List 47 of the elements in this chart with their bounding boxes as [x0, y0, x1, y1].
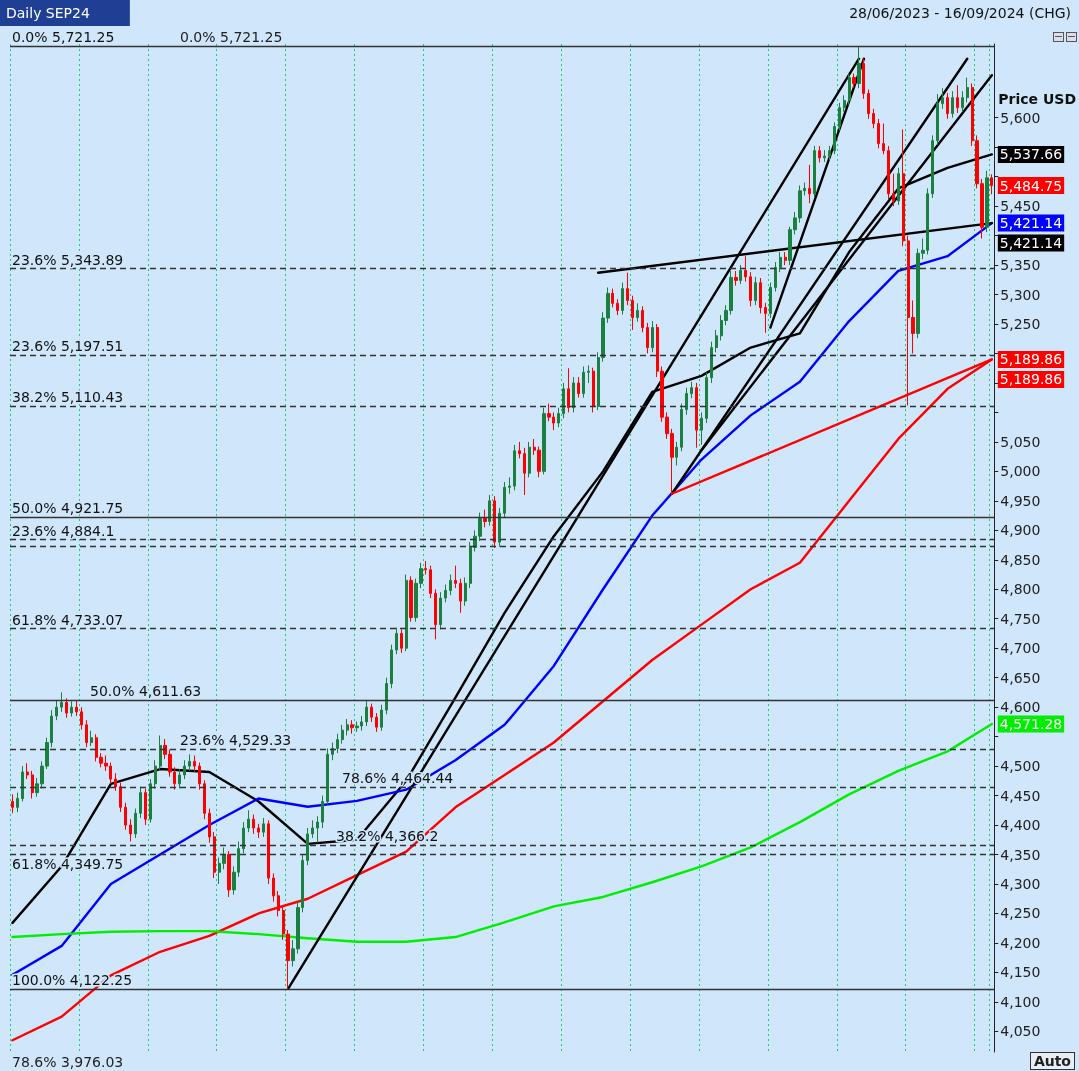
y-tick-label: 4,950 [1000, 492, 1041, 509]
ref-line-label: 0.0% 5,721.25 [12, 29, 115, 46]
y-tick-label: 4,350 [1000, 846, 1041, 863]
chart-subtitle: 28/06/2023 - 16/09/2024 (CHG) [849, 5, 1072, 21]
y-tick-label: 5,600 [1000, 109, 1041, 126]
ref-line-label: 50.0% 4,611.63 [90, 683, 202, 700]
chart-title: Daily SEP24 [6, 5, 90, 21]
ref-line-label: 38.2% 5,110.43 [12, 389, 124, 406]
y-tick-label: 4,900 [1000, 522, 1041, 539]
y-tick-label: 4,850 [1000, 551, 1041, 568]
y-tick-label: 4,700 [1000, 640, 1041, 657]
y-tick-label: 5,250 [1000, 316, 1041, 332]
y-tick-label: 4,250 [1000, 905, 1041, 922]
y-tick-label: 5,350 [1000, 257, 1041, 274]
y-tick-label: 4,650 [1000, 669, 1041, 686]
y-tick-label: 5,000 [1000, 463, 1041, 480]
ref-line-label: 23.6% 5,343.89 [12, 251, 124, 268]
y-tick-label: 5,300 [1000, 286, 1041, 303]
y-tick-label: 4,300 [1000, 876, 1041, 892]
y-tick-label: 4,050 [1000, 1023, 1041, 1040]
data-label: 5,189.86 [999, 371, 1063, 388]
y-tick-label: 5,450 [1000, 198, 1041, 215]
ref-line-label: 61.8% 4,733.07 [12, 611, 124, 628]
annotation: 0.0% 5,721.25 [180, 29, 283, 46]
y-tick-label: 4,800 [1000, 581, 1041, 598]
data-label: 4,571.28 [999, 716, 1063, 733]
y-tick-label: 4,500 [1000, 758, 1041, 775]
data-label: 5,537.66 [999, 146, 1063, 163]
ref-line-label: 50.0% 4,921.75 [12, 500, 124, 517]
y-axis-title: Price USD [998, 91, 1077, 107]
data-label: 5,421.14 [999, 215, 1063, 232]
text: 5,484.75 [999, 177, 1063, 194]
y-tick-label: 5,050 [1000, 433, 1041, 450]
y-tick-label: 4,450 [1000, 787, 1041, 804]
data-label: 5,189.86 [999, 351, 1063, 368]
data-label: 5,421.14 [999, 235, 1063, 252]
ref-line-label: 23.6% 5,197.51 [12, 337, 124, 354]
auto-button: Auto [1029, 1052, 1075, 1070]
text: 78.6% 3,976.03 [12, 1054, 124, 1070]
y-tick-label: 4,400 [1000, 817, 1041, 834]
ref-line-label: 23.6% 4,529.33 [180, 731, 292, 748]
y-tick-label: 4,750 [1000, 610, 1041, 627]
y-tick-label: 4,600 [1000, 699, 1041, 716]
y-tick-label: 4,100 [1000, 993, 1041, 1010]
y-tick-label: 4,150 [1000, 964, 1041, 981]
ref-line-label: 23.6% 4,884.1 [12, 522, 115, 539]
y-tick-label: 4,200 [1000, 934, 1041, 951]
